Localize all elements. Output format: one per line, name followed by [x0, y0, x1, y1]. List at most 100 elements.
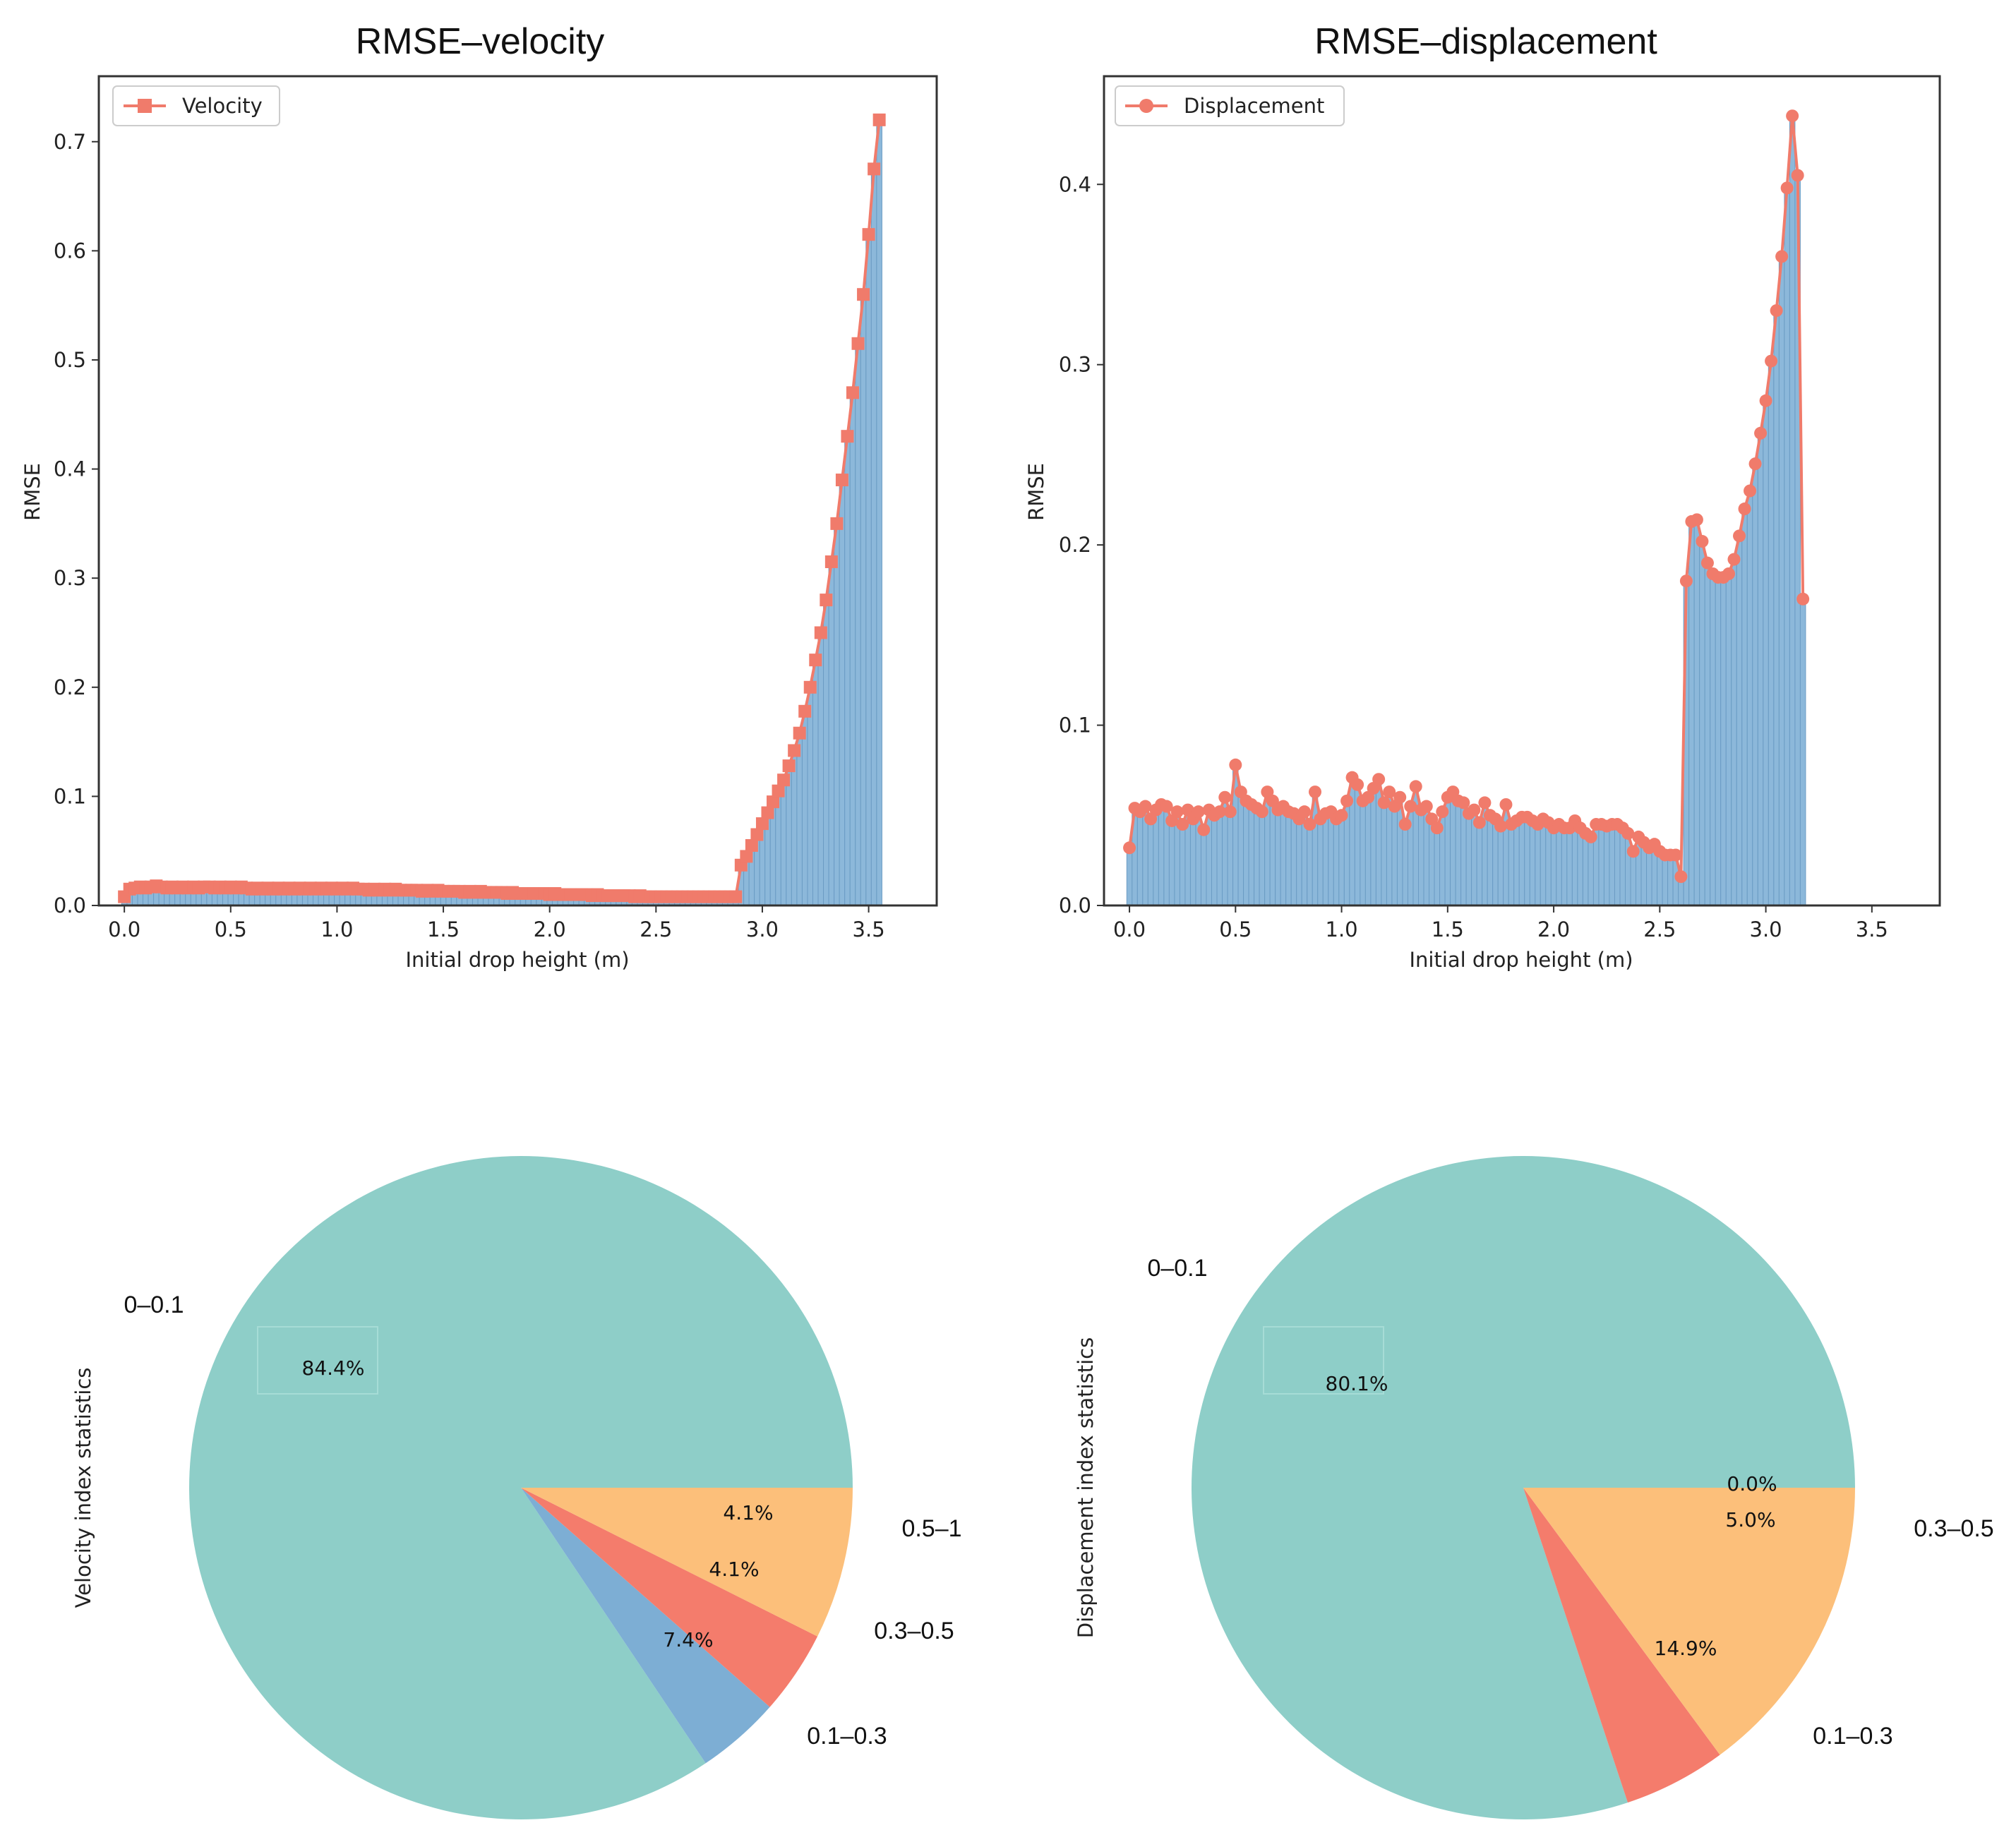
velocity-y-ticks: 0.0 0.1 0.2 0.3 0.4 0.5 0.6 0.7 — [54, 130, 99, 917]
bar — [1455, 800, 1462, 906]
marker — [1197, 823, 1211, 836]
marker — [868, 162, 881, 176]
marker — [1335, 809, 1348, 822]
x-tick-label: 0.0 — [108, 917, 140, 941]
marker — [835, 474, 848, 487]
bar — [791, 750, 798, 906]
marker — [1160, 800, 1173, 813]
bar — [1763, 400, 1769, 906]
bar — [812, 659, 819, 906]
marker — [782, 759, 796, 773]
pie-slice — [1523, 1488, 1720, 1803]
marker — [1223, 805, 1237, 819]
marker — [1786, 109, 1799, 123]
marker — [1309, 785, 1322, 799]
displacement-pie-slices — [1191, 1156, 1855, 1820]
bar — [1752, 463, 1758, 906]
x-tick-label: 0.0 — [1113, 917, 1146, 941]
bar — [1216, 811, 1223, 906]
velocity-plot-frame — [97, 75, 938, 907]
velocity-label-0.5-1: 0.5–1 — [901, 1515, 961, 1542]
marker — [1139, 800, 1152, 813]
marker — [1690, 513, 1703, 526]
bar — [1248, 804, 1255, 906]
bar — [801, 711, 808, 906]
bar — [1699, 541, 1705, 906]
marker — [1430, 821, 1444, 835]
marker — [1398, 818, 1412, 831]
marker — [1674, 870, 1688, 884]
y-tick-label: 0.5 — [54, 348, 86, 372]
bar — [1789, 115, 1796, 906]
displacement-label-0.1-0.3: 0.1–0.3 — [1813, 1723, 1892, 1750]
marker — [1218, 790, 1232, 804]
bar — [1492, 818, 1499, 906]
bar — [1158, 804, 1165, 906]
bar — [1434, 827, 1441, 906]
marker — [1297, 805, 1311, 819]
bar — [1126, 847, 1133, 906]
bar — [1290, 813, 1297, 906]
marker — [729, 890, 743, 903]
marker — [809, 654, 822, 667]
marker — [1213, 805, 1226, 819]
x-tick-label: 1.0 — [320, 917, 353, 941]
displacement-label-0-0.1: 0–0.1 — [1147, 1255, 1207, 1282]
marker — [1499, 797, 1513, 811]
bar — [1566, 827, 1573, 906]
marker — [798, 704, 812, 718]
bar — [1200, 829, 1207, 906]
marker — [1744, 484, 1757, 498]
bar — [1189, 818, 1196, 906]
y-tick-label: 0.1 — [1059, 714, 1091, 738]
y-tick-label: 0.6 — [54, 239, 86, 263]
marker — [1759, 394, 1772, 407]
bar — [1773, 310, 1780, 906]
y-tick-label: 0.0 — [1059, 893, 1091, 917]
marker — [1696, 535, 1709, 548]
marker — [1468, 803, 1481, 817]
x-tick-label: 1.5 — [427, 917, 460, 941]
bar — [1646, 847, 1652, 906]
bar — [1338, 814, 1345, 906]
marker — [1584, 830, 1597, 843]
marker — [1796, 592, 1810, 606]
marker — [745, 838, 758, 852]
velocity-label-0-0.1: 0–0.1 — [124, 1292, 184, 1318]
marker — [1409, 780, 1422, 793]
y-tick-label: 0.3 — [54, 566, 86, 590]
bar — [1322, 813, 1329, 906]
x-tick-label: 2.0 — [1537, 917, 1570, 941]
bar — [796, 733, 803, 906]
bar — [1381, 802, 1387, 906]
displacement-x-ticks: 0.0 0.5 1.0 1.5 2.0 2.5 3.0 3.5 — [1113, 905, 1888, 941]
y-tick-label: 0.4 — [54, 457, 86, 481]
marker — [793, 726, 806, 740]
bar — [1179, 824, 1186, 906]
bar — [1662, 854, 1669, 906]
bar — [1746, 490, 1753, 906]
marker — [1775, 250, 1789, 263]
pie-slice — [521, 1488, 853, 1637]
bar — [1136, 811, 1144, 906]
marker — [1748, 457, 1762, 471]
marker — [777, 773, 791, 787]
bar — [780, 779, 787, 906]
bar — [1476, 822, 1483, 906]
bar — [1571, 820, 1578, 906]
bar — [849, 392, 856, 906]
displacement-legend: Displacement — [1115, 85, 1345, 126]
velocity-rmse-chart: RMSE–velocity 0.0 0.5 1.0 1.5 2.0 2.5 3.0 3.5 0… — [20, 21, 938, 972]
displacement-rmse-chart: RMSE–displacement 0.0 0.5 1.0 1.5 2.0 2.5 3.0 3… — [1024, 21, 1941, 972]
marker — [755, 817, 769, 831]
bar — [1211, 814, 1218, 906]
bar — [1317, 818, 1324, 906]
bar — [1391, 806, 1398, 906]
displacement-markers — [1123, 109, 1810, 884]
velocity-label-highlight — [257, 1326, 378, 1395]
bar — [860, 294, 867, 906]
displacement-x-axis-label: Initial drop height (m) — [1409, 948, 1633, 972]
marker — [1192, 805, 1205, 819]
marker — [1700, 556, 1714, 570]
